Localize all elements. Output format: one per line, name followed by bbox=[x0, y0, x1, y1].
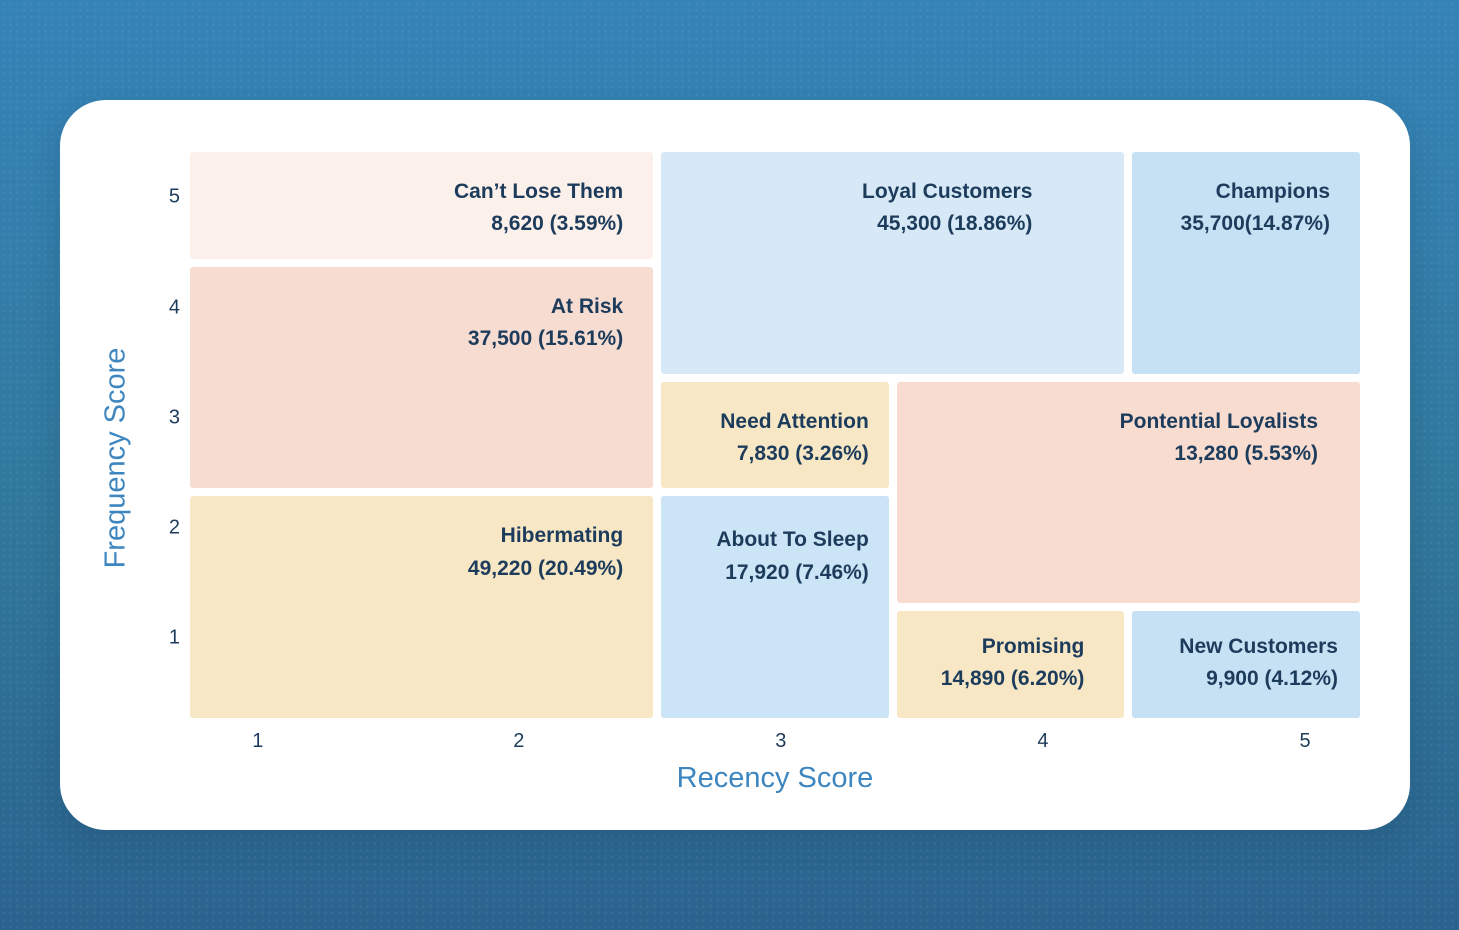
segment-value: 49,220 (20.49%) bbox=[467, 556, 624, 580]
segment-label: Hibermating bbox=[500, 524, 624, 548]
chart-card: Can’t Lose Them 8,620 (3.59%) At Risk 37… bbox=[60, 100, 1410, 830]
segment-tile-promising: Promising 14,890 (6.20%) bbox=[896, 611, 1125, 718]
segment-label: Champions bbox=[1215, 180, 1330, 203]
y-tick-5: 5 bbox=[168, 185, 180, 208]
segment-value: 7,830 (3.26%) bbox=[736, 441, 869, 465]
x-tick-2: 2 bbox=[513, 730, 525, 752]
segment-value: 8,620 (3.59%) bbox=[491, 212, 624, 236]
segment-value: 17,920 (7.46%) bbox=[725, 560, 869, 584]
y-axis-title: Frequency Score bbox=[99, 347, 132, 569]
segment-tile-at-risk: At Risk 37,500 (15.61%) bbox=[190, 266, 654, 489]
segment-label: About To Sleep bbox=[716, 528, 869, 552]
x-tick-3: 3 bbox=[775, 730, 787, 752]
segment-label: Promising bbox=[981, 635, 1085, 659]
y-tick-1: 1 bbox=[168, 626, 180, 649]
rfm-segment-grid: Can’t Lose Them 8,620 (3.59%) At Risk 37… bbox=[190, 152, 1360, 718]
segment-tile-hibernating: Hibermating 49,220 (20.49%) bbox=[190, 496, 654, 718]
segment-label: New Customers bbox=[1179, 635, 1338, 659]
segment-label: Can’t Lose Them bbox=[453, 180, 624, 203]
x-tick-4: 4 bbox=[1037, 730, 1049, 752]
y-axis-ticks: 5 4 3 2 1 bbox=[130, 152, 180, 718]
segment-label: At Risk bbox=[550, 294, 624, 318]
x-tick-5: 5 bbox=[1299, 730, 1311, 752]
segment-label: Need Attention bbox=[720, 409, 869, 433]
segment-tile-about-to-sleep: About To Sleep 17,920 (7.46%) bbox=[661, 496, 889, 718]
y-tick-4: 4 bbox=[168, 296, 180, 319]
segment-value: 14,890 (6.20%) bbox=[940, 667, 1085, 691]
segment-value: 45,300 (18.86%) bbox=[877, 212, 1033, 236]
segment-tile-potential-loyalists: Pontential Loyalists 13,280 (5.53%) bbox=[896, 381, 1360, 604]
segment-label: Loyal Customers bbox=[862, 180, 1033, 203]
segment-tile-new-customers: New Customers 9,900 (4.12%) bbox=[1132, 611, 1360, 718]
y-tick-2: 2 bbox=[168, 516, 180, 539]
segment-tile-cant-lose-them: Can’t Lose Them 8,620 (3.59%) bbox=[190, 152, 654, 259]
x-axis-title: Recency Score bbox=[676, 762, 874, 794]
segment-tile-loyal-customers: Loyal Customers 45,300 (18.86%) bbox=[661, 152, 1125, 374]
segment-tile-champions: Champions 35,700(14.87%) bbox=[1132, 152, 1360, 374]
x-axis-ticks: 1 2 3 4 5 bbox=[190, 730, 1360, 756]
segment-value: 13,280 (5.53%) bbox=[1174, 441, 1318, 465]
segment-tile-need-attention: Need Attention 7,830 (3.26%) bbox=[661, 381, 889, 489]
segment-value: 37,500 (15.61%) bbox=[467, 327, 624, 351]
segment-value: 9,900 (4.12%) bbox=[1206, 667, 1338, 691]
y-tick-3: 3 bbox=[168, 406, 180, 429]
segment-value: 35,700(14.87%) bbox=[1180, 212, 1330, 236]
segment-label: Pontential Loyalists bbox=[1119, 409, 1318, 433]
x-tick-1: 1 bbox=[252, 730, 264, 752]
